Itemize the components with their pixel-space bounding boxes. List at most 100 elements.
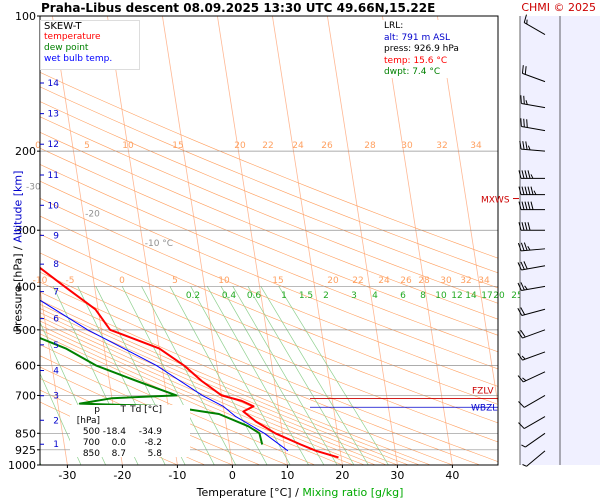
wind-barb-feather xyxy=(518,222,522,231)
y-label-pressure: Pressure [hPa] xyxy=(11,253,25,333)
isotherm-line xyxy=(327,16,398,465)
wind-barb xyxy=(521,102,546,109)
dry-adiabat-line xyxy=(40,147,498,336)
isotherm-label: -30 xyxy=(26,183,41,193)
wind-barb-feather xyxy=(524,66,527,75)
wind-barb-feather xyxy=(517,242,522,252)
marker-mxws: MXWS xyxy=(481,196,510,206)
levels-cell: 0.0 xyxy=(111,438,126,448)
altitude-tick-label: 4 xyxy=(53,367,59,377)
wind-barb-feather xyxy=(521,186,525,195)
x-label-temp: Temperature [°C] xyxy=(196,486,292,499)
dry-adiabat-label: 26 xyxy=(321,141,333,151)
wind-barb-feather xyxy=(518,170,522,179)
wind-barb-feather xyxy=(524,170,528,179)
x-label-sep: / xyxy=(295,486,299,499)
mixing-ratio-line xyxy=(247,286,355,465)
altitude-tick-label: 5 xyxy=(53,341,59,351)
mixing-ratio-label: 14 xyxy=(465,291,477,301)
wind-barb-feather xyxy=(524,222,528,231)
wind-barb-feather xyxy=(527,201,531,210)
legend-wetbulb: wet bulb temp. xyxy=(44,54,113,64)
levels-table-header: p [hPa] T Td [°C] xyxy=(70,405,190,427)
isotherm-line xyxy=(217,16,288,465)
wind-barb-feather xyxy=(517,282,522,291)
altitude-tick-label: 7 xyxy=(53,288,59,298)
dry-adiabat-label: 32 xyxy=(460,276,471,286)
mixing-ratio-label: 1 xyxy=(281,291,287,301)
y-tick-label: 200 xyxy=(15,145,36,158)
dry-adiabat-label: 34 xyxy=(470,141,482,151)
wind-barb xyxy=(525,432,546,448)
chart-title: Praha-Libus descent 08.09.2025 13:30 UTC… xyxy=(41,1,436,15)
dry-adiabat-line xyxy=(40,164,498,353)
legend-dewpoint: dew point xyxy=(44,43,89,53)
dry-adiabat-label: 30 xyxy=(401,141,413,151)
wind-barb xyxy=(523,395,546,408)
lrl-dwpt: dwpt: 7.4 °C xyxy=(384,67,441,77)
isotherm-line xyxy=(382,16,453,465)
wind-barb xyxy=(522,72,546,83)
isotherm-line xyxy=(107,16,178,465)
wind-barb-feather xyxy=(520,329,526,338)
legend: SKEW-T temperature dew point wet bulb te… xyxy=(40,20,140,70)
marker-wbzl: WBZL xyxy=(471,403,497,413)
copyright: CHMI © 2025 xyxy=(521,1,596,14)
levels-table: p [hPa] T Td [°C] 500 -18.4 -34.9 700 0.… xyxy=(70,405,190,460)
mixing-ratio-line xyxy=(278,286,389,465)
y-tick-label: 100 xyxy=(15,10,36,23)
isotherm-label: -20 xyxy=(85,209,100,219)
wind-barb-feather xyxy=(527,145,531,151)
wind-barb-feather xyxy=(521,444,526,448)
altitude-tick-label: 6 xyxy=(53,315,59,325)
wind-barb-feather xyxy=(525,100,528,105)
isotherm-label: -10 °C xyxy=(145,239,173,249)
wind-barb-feather xyxy=(523,118,525,128)
y-tick-label: 500 xyxy=(15,324,36,337)
wind-barb-feather xyxy=(520,261,525,270)
levels-header-td: Td [°C] xyxy=(130,405,162,415)
y-tick-label: 925 xyxy=(15,444,36,457)
dry-adiabat-label: 30 xyxy=(440,276,452,286)
dry-adiabat-label: 22 xyxy=(262,141,273,151)
wind-barb-feather xyxy=(527,222,531,231)
wind-barb-feather xyxy=(521,65,524,74)
wind-barb-feather xyxy=(524,186,528,195)
mixing-ratio-label: 12 xyxy=(451,291,462,301)
levels-cell: -34.9 xyxy=(138,427,162,437)
y-label-altitude: Altitude [km] xyxy=(11,170,25,243)
wind-barb-feather xyxy=(530,174,534,179)
wind-barb xyxy=(523,371,546,383)
altitude-tick-label: 14 xyxy=(48,79,60,89)
x-tick-label: 20 xyxy=(335,469,349,482)
dry-adiabat-label: 0 xyxy=(119,276,125,286)
table-row: 850 8.7 5.8 xyxy=(70,449,190,460)
wind-barb-feather xyxy=(533,190,537,195)
dry-adiabat-label: 22 xyxy=(352,276,363,286)
table-row: 500 -18.4 -34.9 xyxy=(70,427,190,438)
wind-barb-feather xyxy=(521,222,525,231)
dry-adiabat-label: 28 xyxy=(364,141,376,151)
dry-adiabat-label: 24 xyxy=(378,276,390,286)
legend-title: SKEW-T xyxy=(44,21,82,32)
mixing-ratio-line xyxy=(169,286,268,465)
wind-barb-feather xyxy=(522,141,525,150)
levels-cell: -18.4 xyxy=(102,427,126,437)
isotherm-line xyxy=(40,286,68,465)
wind-barb xyxy=(522,329,546,339)
dry-adiabat-line xyxy=(40,86,498,274)
x-tick-label: -20 xyxy=(113,469,131,482)
x-tick-label: 10 xyxy=(280,469,294,482)
wind-barb-feather xyxy=(527,186,531,195)
wind-barb xyxy=(526,450,546,467)
series-temperature-line xyxy=(40,266,339,459)
wind-barb-feather xyxy=(520,242,525,251)
wind-barb-feather xyxy=(523,242,528,251)
mixing-ratio-line xyxy=(141,286,237,465)
altitude-tick-label: 2 xyxy=(53,416,59,426)
lrl-alt: alt: 791 m ASL xyxy=(384,32,450,43)
mixing-ratio-line xyxy=(260,286,369,465)
wind-barb-feather xyxy=(517,353,523,361)
dry-adiabat-label: 20 xyxy=(327,276,339,286)
